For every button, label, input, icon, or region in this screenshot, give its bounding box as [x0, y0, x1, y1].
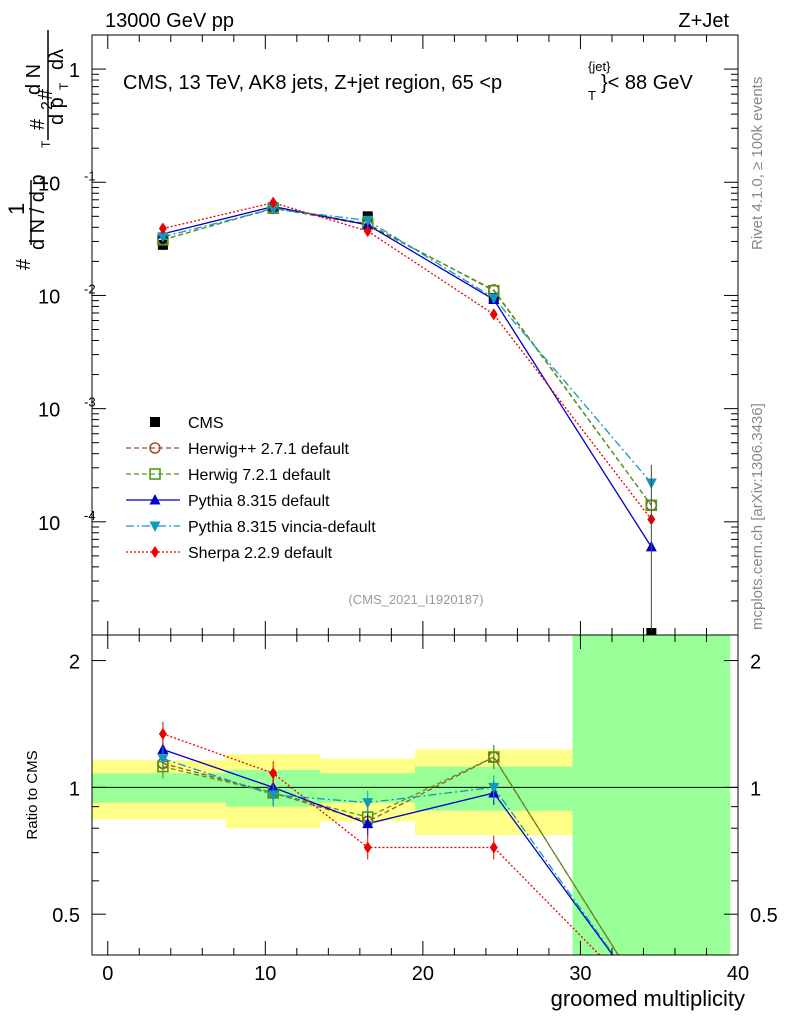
ratio-ytick-label: 0.5 [52, 905, 80, 927]
legend-label-herwig7: Herwig 7.2.1 default [188, 467, 331, 484]
ratio-xtick-label: 10 [254, 963, 276, 985]
svg-text:T: T [57, 82, 71, 90]
legend-marker-herwigpp [149, 442, 161, 454]
ratio-ytick-label-right: 1 [750, 778, 761, 800]
ratio-point-vincia-1 [267, 790, 279, 801]
title-end: }< 88 GeV [601, 72, 693, 94]
legend-label-herwigpp: Herwig++ 2.7.1 default [188, 441, 350, 458]
ratio-point-vincia-0 [157, 754, 169, 765]
main-point-CMS-4 [646, 628, 657, 638]
svg-text:1: 1 [4, 203, 29, 215]
ratio-ytick-label-right: 2 [750, 652, 761, 674]
ratio-point-sherpa-2 [363, 841, 372, 854]
ratio-point-sherpa-0 [158, 727, 167, 740]
ratio-point-vincia-3 [488, 782, 500, 794]
ratio-ytick-label: 1 [69, 778, 80, 800]
ratio-ytick-label: 2 [69, 652, 80, 674]
main-ytick-label: 10 [38, 173, 60, 195]
svg-text:dλ: dλ [46, 49, 68, 70]
title-text: CMS, 13 TeV, AK8 jets, Z+jet region, 65 … [123, 72, 502, 94]
legend-label-sherpa: Sherpa 2.2.9 default [188, 545, 333, 562]
svg-text:#: # [35, 88, 57, 100]
legend-marker-CMS [150, 417, 160, 427]
main-ylabel: # 1 d N / d p T # d p T 2 # d N dλ [4, 30, 71, 270]
legend-label-pythia: Pythia 8.315 default [188, 493, 330, 510]
title-sub: T [588, 88, 596, 103]
legend-label-vincia: Pythia 8.315 vincia-default [188, 519, 376, 536]
ratio-ytick-label-right: 0.5 [750, 905, 778, 927]
ratio-panel: 0.5 0.5 1 1 2 2 0 10 20 30 40 Ratio to CMS groome… [24, 634, 778, 1011]
ratio-xtick-label: 40 [727, 963, 749, 985]
ratio-band-green-0 [92, 773, 226, 803]
main-ytick-label: 10 [38, 400, 60, 422]
ratio-band-green-4 [572, 635, 731, 955]
ratio-x-ticks: 0 10 20 30 40 [102, 635, 749, 985]
ratio-series-markers [157, 721, 500, 860]
legend-marker-herwig7 [149, 468, 161, 480]
main-y-tick-labels: 1 10 -1 10 -2 10 -3 10 -4 [38, 60, 96, 535]
main-series-markers [157, 196, 658, 638]
main-point-vincia-3 [488, 293, 500, 304]
xlabel: groomed multiplicity [551, 986, 745, 1011]
svg-text:d N / d p: d N / d p [27, 174, 49, 250]
main-point-sherpa-1 [269, 196, 278, 209]
main-point-sherpa-3 [489, 308, 498, 321]
main-panel: 1 10 -1 10 -2 10 -3 10 -4 CMS, 13 TeV, AK8 jets,… [4, 30, 739, 638]
ratio-point-sherpa-3 [489, 841, 498, 854]
main-line-herwigpp [162, 207, 652, 506]
main-ytick-exp: -3 [84, 395, 96, 410]
main-ytick-label: 10 [38, 286, 60, 308]
main-ytick-label: 10 [38, 513, 60, 535]
ratio-point-pythia-2 [362, 817, 374, 829]
header-right: Z+Jet [678, 10, 729, 32]
main-point-sherpa-0 [158, 222, 167, 235]
ratio-xtick-label: 30 [569, 963, 591, 985]
watermark-text: (CMS_2021_I1920187) [348, 592, 483, 607]
ratio-xtick-label: 20 [412, 963, 434, 985]
rivet-text: Rivet 4.1.0, ≥ 100k events [749, 77, 766, 250]
ratio-bands [92, 635, 731, 955]
legend-marker-sherpa [151, 546, 159, 558]
svg-text:#: # [13, 258, 35, 270]
header-left: 13000 GeV pp [105, 10, 234, 32]
svg-text:T: T [39, 140, 53, 148]
svg-text:d N: d N [23, 64, 45, 95]
legend-marker-pythia [149, 494, 161, 505]
legend-marker-vincia [149, 521, 161, 532]
main-title: CMS, 13 TeV, AK8 jets, Z+jet region, 65 … [123, 59, 693, 103]
legend-label-CMS: CMS [188, 415, 224, 432]
ratio-point-vincia-2 [362, 798, 374, 809]
main-line-herwig7 [162, 207, 652, 506]
ratio-point-sherpa-1 [269, 767, 278, 780]
main-point-vincia-0 [157, 232, 169, 243]
main-ytick-label: 1 [69, 60, 80, 82]
ratio-y-ticks: 0.5 0.5 1 1 2 2 [52, 652, 778, 956]
title-sup: {jet} [588, 59, 611, 74]
main-ytick-exp: -2 [84, 281, 96, 296]
main-ytick-exp: -4 [84, 508, 96, 523]
ratio-xtick-label: 0 [102, 963, 113, 985]
main-point-vincia-2 [362, 215, 374, 227]
mcplots-text: mcplots.cern.ch [arXiv:1306.3436] [749, 403, 766, 630]
main-point-vincia-1 [267, 204, 279, 216]
ratio-point-herwig7-3 [487, 751, 500, 763]
main-point-sherpa-2 [363, 225, 372, 238]
svg-text:#: # [27, 118, 49, 130]
ratio-ylabel: Ratio to CMS [24, 750, 41, 839]
main-y-ticks [92, 34, 739, 636]
main-ytick-exp: -1 [84, 168, 96, 183]
legend: CMS Herwig++ 2.7.1 default Herwig 7.2.1 de… [126, 415, 376, 562]
ratio-frame [91, 634, 739, 956]
svg-text:d p: d p [46, 97, 68, 125]
